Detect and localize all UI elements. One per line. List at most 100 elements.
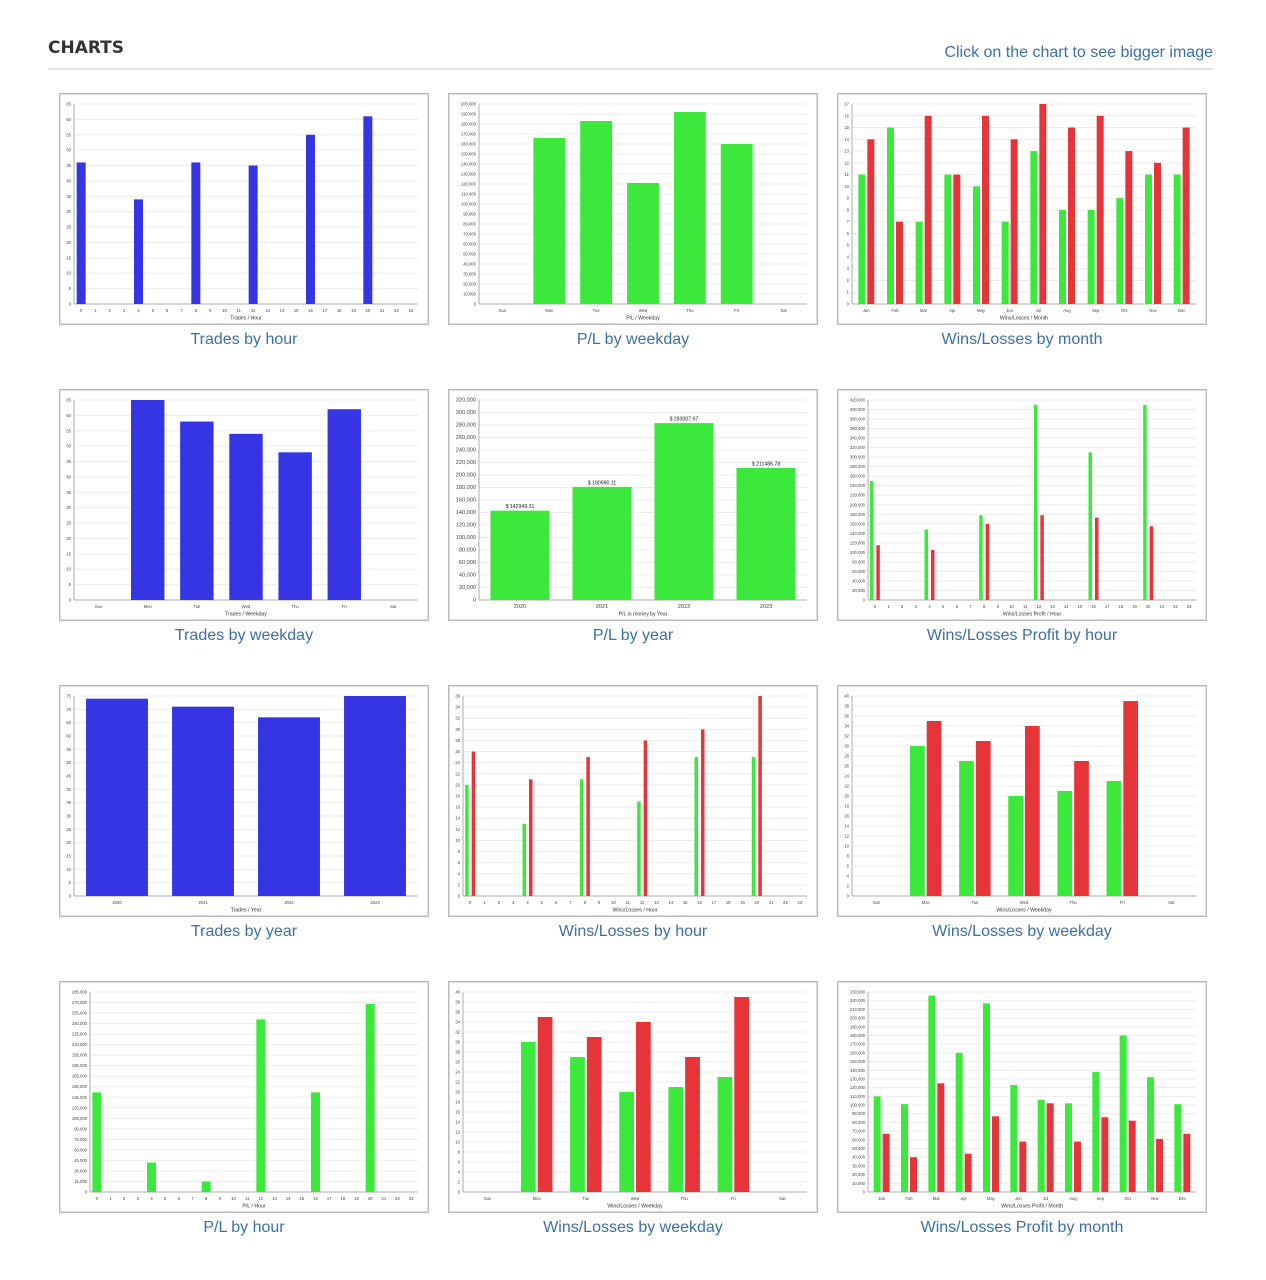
bar <box>278 452 312 600</box>
x-tick-label: 14 <box>1064 604 1069 609</box>
x-tick-label: Mon <box>144 604 153 609</box>
chart-caption[interactable]: P/L by hour <box>203 1219 285 1236</box>
y-tick-label: 10 <box>66 867 71 872</box>
y-tick-label: 50,000 <box>463 252 476 257</box>
chart-caption[interactable]: Wins/Losses by month <box>941 331 1103 348</box>
y-tick-label: 360,000 <box>850 426 866 431</box>
y-tick-label: 60 <box>66 734 71 739</box>
x-tick-label: Apr <box>949 308 956 313</box>
page-title: CHARTS <box>48 38 125 58</box>
y-tick-label: 0 <box>473 598 476 604</box>
y-tick-label: 135,000 <box>72 1095 88 1100</box>
chart-frame[interactable]: 0 2 4 6 8 10 12 14 16 18 20 22 24 26 28 30 32 34 36 38 40 Sun… <box>448 981 818 1213</box>
x-axis-label: P/L / Hour <box>242 1204 265 1210</box>
y-tick-label: 40 <box>66 787 71 792</box>
chart-frame[interactable]: 0 5 10 15 20 25 30 35 40 45 50 55 60 65 Sun Mon Tue Wed Th… <box>59 389 429 621</box>
y-tick-label: 12 <box>844 834 849 839</box>
bar <box>896 221 903 304</box>
chart-frame[interactable]: 0 10,000 20,000 30,000 40,000 50,000 60,000 70,… <box>448 93 818 325</box>
chart-caption[interactable]: Trades by year <box>190 923 298 940</box>
chart-frame[interactable]: 0 1 2 3 4 5 6 7 8 9 10 11 12 13 14 15 16 17 Jan Feb Mar Apr Ma… <box>837 93 1207 325</box>
bar <box>311 1092 320 1192</box>
chart-frame[interactable]: 0 15,000 30,000 45,000 60,000 75,000 90,000 105… <box>59 981 429 1213</box>
bar <box>924 529 928 600</box>
bar <box>685 1057 700 1192</box>
x-tick-label: Nov <box>1149 308 1157 313</box>
bar <box>869 480 874 600</box>
chart-frame[interactable]: 0 2 4 6 8 10 12 14 16 18 20 22 24 26 28 30 32 34 36 0 1 2 3 4 5 6… <box>448 685 818 917</box>
y-tick-label: 140,000 <box>461 162 477 167</box>
y-tick-label: 90,000 <box>852 1111 865 1116</box>
x-tick-label: 18 <box>337 308 342 313</box>
y-tick-label: 270,000 <box>72 1000 88 1005</box>
y-tick-label: 220,000 <box>456 460 476 466</box>
x-tick-label: 4 <box>137 308 140 313</box>
data-label: $ 180990.11 <box>588 480 617 486</box>
chart-frame[interactable]: 0 20,000 40,000 60,000 80,000 100,000 120,000 1… <box>837 389 1207 621</box>
y-tick-label: 18 <box>844 804 849 809</box>
chart-caption[interactable]: Wins/Losses Profit by hour <box>926 627 1118 644</box>
chart-caption[interactable]: Wins/Losses by hour <box>558 923 708 940</box>
chart-frame[interactable]: 0 2 4 6 8 10 12 14 16 18 20 22 24 26 28 30 32 34 36 38 40 Sun… <box>837 685 1207 917</box>
y-tick-label: 26 <box>844 764 849 769</box>
x-tick-label: Fri <box>342 604 347 609</box>
x-tick-label: Sep <box>1097 1196 1105 1201</box>
bar <box>882 1133 890 1192</box>
x-tick-label: 23 <box>408 308 413 313</box>
chart-caption[interactable]: Wins/Losses by weekday <box>543 1219 723 1236</box>
y-tick-label: 180,000 <box>72 1063 88 1068</box>
y-tick-label: 75,000 <box>74 1137 87 1142</box>
y-tick-label: 200,000 <box>461 102 477 107</box>
bar <box>1019 1141 1027 1192</box>
chart-caption[interactable]: Trades by hour <box>190 331 298 348</box>
y-tick-label: 20,000 <box>463 282 476 287</box>
bar <box>959 761 974 896</box>
y-tick-label: 140,000 <box>456 510 476 516</box>
bar <box>992 1116 999 1192</box>
chart-caption[interactable]: Wins/Losses Profit by month <box>920 1219 1124 1236</box>
y-tick-label: 140,000 <box>850 1068 866 1073</box>
bar <box>975 741 991 896</box>
y-tick-label: 0 <box>458 894 461 899</box>
y-tick-label: 5 <box>847 243 850 248</box>
chart-card: 0 20,000 40,000 60,000 80,000 100,000 120,000 1… <box>448 389 818 653</box>
y-tick-label: 100,000 <box>850 1103 866 1108</box>
y-tick-label: 20 <box>455 782 460 787</box>
bar <box>979 515 983 600</box>
x-tick-label: 17 <box>322 308 327 313</box>
y-tick-label: 70,000 <box>463 232 476 237</box>
x-tick-label: 2 <box>109 308 112 313</box>
bar <box>1010 1085 1018 1192</box>
chart-frame[interactable]: 0 10,000 20,000 30,000 40,000 50,000 60,000 70,… <box>837 981 1207 1213</box>
y-tick-label: 20,000 <box>459 585 476 591</box>
chart-caption[interactable]: Trades by weekday <box>174 627 314 644</box>
x-tick-label: Mon <box>533 1196 542 1201</box>
y-tick-label: 100,000 <box>456 535 476 541</box>
y-tick-label: 190,000 <box>461 112 477 117</box>
x-axis-label: Wins/Losses / Weekday <box>996 908 1052 914</box>
y-tick-label: 6 <box>847 231 850 236</box>
chart-frame[interactable]: 0 5 10 15 20 25 30 35 40 45 50 55 60 65 0 1 2 3 4 5 6 7 8 9 10 11… <box>59 93 429 325</box>
y-tick-label: 40 <box>66 178 71 183</box>
y-tick-label: 10,000 <box>463 292 476 297</box>
chart-caption[interactable]: P/L by weekday <box>576 331 690 348</box>
x-tick-label: Oct <box>1124 1196 1131 1201</box>
chart-frame[interactable]: 0 20,000 40,000 60,000 80,000 100,000 120,000 1… <box>448 389 818 621</box>
chart-caption[interactable]: Wins/Losses by weekday <box>932 923 1112 940</box>
chart-frame[interactable]: 0 5 10 15 20 25 30 35 40 45 50 55 60 65 70 75 2020 2021 20… <box>59 685 429 917</box>
bar <box>1116 198 1124 304</box>
bar <box>147 1162 156 1192</box>
x-tick-label: 12 <box>1036 604 1041 609</box>
x-tick-label: 20 <box>365 308 370 313</box>
x-tick-label: 23 <box>797 900 802 905</box>
bar <box>363 116 373 304</box>
y-tick-label: 2 <box>458 1180 461 1185</box>
bar <box>1025 726 1040 896</box>
x-tick-label: Wed <box>639 308 648 313</box>
y-tick-label: 120,000 <box>461 182 477 187</box>
y-tick-label: 34 <box>455 705 460 710</box>
x-tick-label: Jan <box>863 308 870 313</box>
x-axis-label: Wins/Losses Profit / Hour <box>1003 612 1062 618</box>
chart-caption[interactable]: P/L by year <box>592 627 674 644</box>
x-tick-label: Fri <box>1120 900 1125 905</box>
